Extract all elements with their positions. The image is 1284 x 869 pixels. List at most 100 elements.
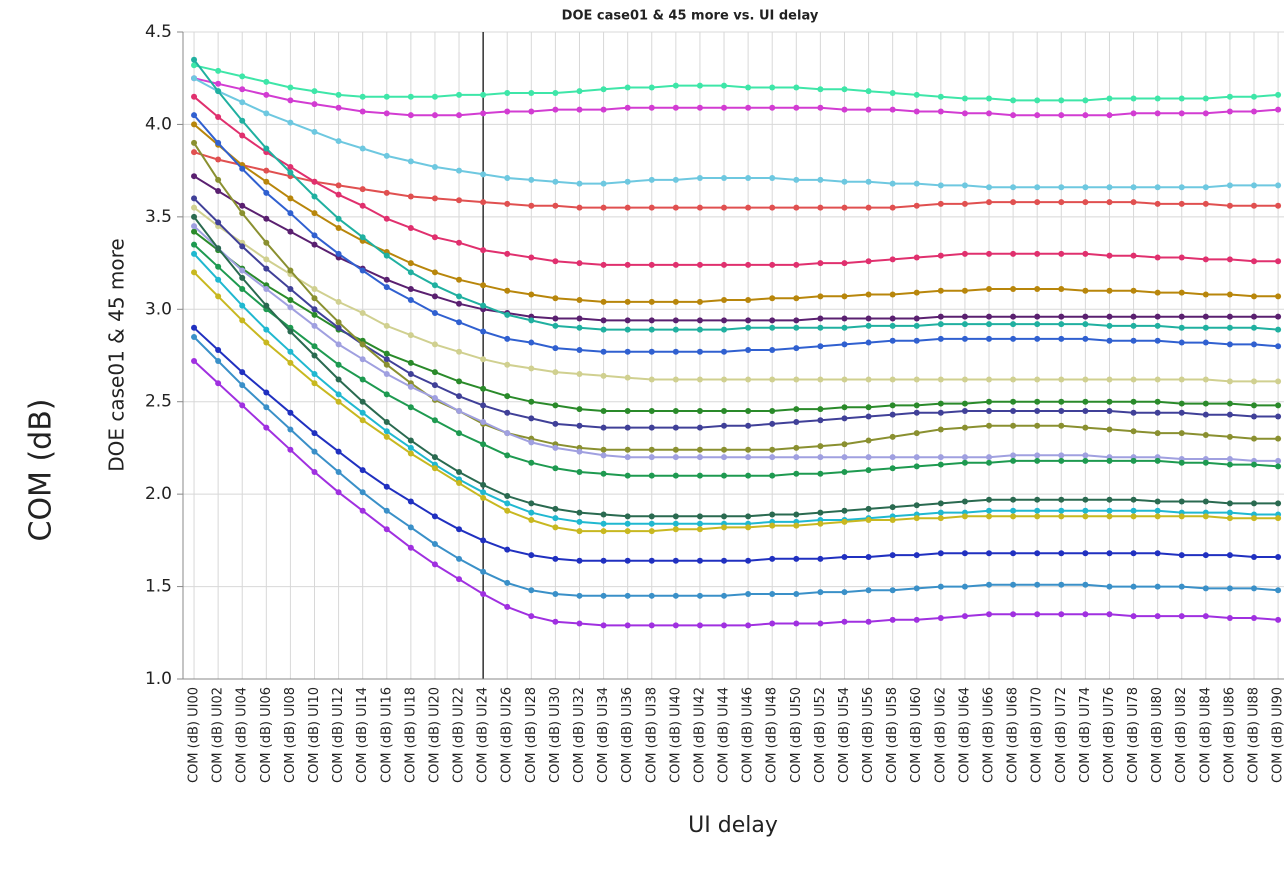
data-point: [552, 106, 559, 113]
data-point: [1226, 456, 1233, 463]
data-point: [456, 167, 463, 174]
data-point: [1010, 507, 1017, 514]
data-point: [528, 415, 535, 422]
data-point: [552, 420, 559, 427]
data-point: [1106, 407, 1113, 414]
data-point: [287, 119, 294, 126]
data-point: [456, 293, 463, 300]
data-point: [745, 175, 752, 182]
data-point: [1251, 435, 1258, 442]
data-point: [287, 285, 294, 292]
data-point: [1058, 313, 1065, 320]
data-point: [480, 247, 487, 254]
data-point: [600, 298, 607, 305]
data-point: [1226, 341, 1233, 348]
data-point: [1178, 409, 1185, 416]
data-point: [431, 369, 438, 376]
data-point: [311, 128, 318, 135]
data-point: [528, 587, 535, 594]
data-point: [937, 321, 944, 328]
data-point: [1082, 550, 1089, 557]
data-point: [1275, 553, 1282, 560]
x-tick-label: COM (dB) UI24: [476, 687, 491, 783]
data-point: [961, 200, 968, 207]
data-point: [576, 422, 583, 429]
data-point: [696, 526, 703, 533]
series-line: [193, 206, 1279, 383]
data-point: [696, 622, 703, 629]
data-point: [1010, 513, 1017, 520]
data-point: [865, 437, 872, 444]
data-point: [1226, 93, 1233, 100]
data-point: [407, 269, 414, 276]
data-point: [1106, 513, 1113, 520]
data-point: [696, 317, 703, 324]
data-point: [1130, 428, 1137, 435]
data-point: [504, 108, 511, 115]
data-point: [383, 483, 390, 490]
data-point: [407, 359, 414, 366]
data-point: [696, 82, 703, 89]
data-point: [552, 202, 559, 209]
data-point: [263, 302, 270, 309]
data-point: [745, 557, 752, 564]
data-point: [937, 426, 944, 433]
data-point: [215, 67, 222, 74]
data-point: [793, 511, 800, 518]
data-point: [1178, 289, 1185, 296]
data-point: [383, 252, 390, 259]
data-point: [1106, 611, 1113, 618]
data-point: [961, 513, 968, 520]
data-point: [889, 322, 896, 329]
data-point: [865, 106, 872, 113]
data-point: [1010, 321, 1017, 328]
data-point: [672, 298, 679, 305]
data-point: [865, 315, 872, 322]
x-tick-label: COM (dB) UI52: [813, 687, 828, 783]
data-point: [1178, 313, 1185, 320]
data-point: [600, 204, 607, 211]
data-point: [745, 422, 752, 429]
data-point: [359, 341, 366, 348]
data-point: [191, 334, 198, 341]
data-point: [287, 267, 294, 274]
data-point: [552, 345, 559, 352]
data-point: [456, 276, 463, 283]
data-point: [1130, 322, 1137, 329]
data-point: [889, 504, 896, 511]
data-point: [1058, 321, 1065, 328]
data-point: [672, 407, 679, 414]
series-line: [193, 327, 1279, 562]
data-point: [913, 254, 920, 261]
data-point: [986, 611, 993, 618]
data-point: [576, 620, 583, 627]
data-point: [456, 197, 463, 204]
data-point: [407, 383, 414, 390]
data-point: [1202, 613, 1209, 620]
data-point: [769, 472, 776, 479]
data-point: [191, 228, 198, 235]
data-point: [769, 590, 776, 597]
data-point: [1251, 258, 1258, 265]
data-point: [961, 321, 968, 328]
data-point: [456, 576, 463, 583]
data-point: [1082, 287, 1089, 294]
data-point: [648, 317, 655, 324]
data-point: [889, 616, 896, 623]
data-point: [1082, 97, 1089, 104]
series-line: [193, 216, 1279, 518]
data-point: [239, 117, 246, 124]
data-point: [672, 424, 679, 431]
data-point: [745, 472, 752, 479]
data-point: [961, 583, 968, 590]
data-point: [191, 139, 198, 146]
data-point: [1106, 184, 1113, 191]
data-point: [431, 282, 438, 289]
data-point: [913, 454, 920, 461]
data-point: [263, 145, 270, 152]
data-point: [239, 369, 246, 376]
data-point: [986, 398, 993, 405]
data-point: [745, 524, 752, 531]
data-point: [1154, 95, 1161, 102]
data-point: [648, 557, 655, 564]
